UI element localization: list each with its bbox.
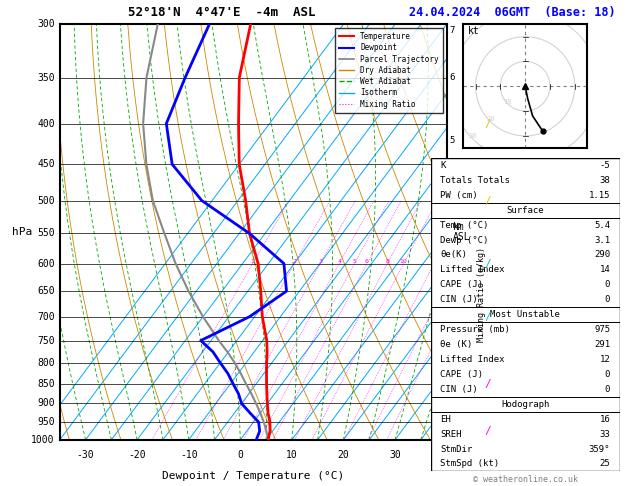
Text: 1: 1 bbox=[450, 367, 455, 376]
Text: θe(K): θe(K) bbox=[440, 250, 467, 260]
Text: 550: 550 bbox=[37, 228, 55, 239]
Text: 25: 25 bbox=[599, 459, 610, 469]
Text: 20: 20 bbox=[338, 450, 349, 460]
Text: 300: 300 bbox=[37, 19, 55, 29]
Text: Totals Totals: Totals Totals bbox=[440, 176, 510, 185]
Text: 0: 0 bbox=[604, 295, 610, 304]
Text: Dewpoint / Temperature (°C): Dewpoint / Temperature (°C) bbox=[162, 471, 344, 482]
Text: SREH: SREH bbox=[440, 430, 462, 438]
Text: K: K bbox=[440, 161, 446, 170]
Text: hPa: hPa bbox=[12, 227, 32, 237]
Text: 750: 750 bbox=[37, 335, 55, 346]
Text: Lifted Index: Lifted Index bbox=[440, 355, 505, 364]
Text: -20: -20 bbox=[128, 450, 146, 460]
Text: -5: -5 bbox=[599, 161, 610, 170]
Text: /: / bbox=[484, 119, 491, 129]
Text: Temp (°C): Temp (°C) bbox=[440, 221, 489, 229]
Text: 52°18'N  4°47'E  -4m  ASL: 52°18'N 4°47'E -4m ASL bbox=[128, 6, 316, 19]
Text: 700: 700 bbox=[37, 312, 55, 322]
Text: -30: -30 bbox=[77, 450, 94, 460]
Text: 500: 500 bbox=[37, 195, 55, 206]
Text: Most Unstable: Most Unstable bbox=[490, 310, 560, 319]
Text: 12: 12 bbox=[599, 355, 610, 364]
Text: 0: 0 bbox=[604, 280, 610, 289]
Text: kt: kt bbox=[468, 26, 480, 36]
Text: 5.4: 5.4 bbox=[594, 221, 610, 229]
Text: 290: 290 bbox=[594, 250, 610, 260]
Text: 38: 38 bbox=[599, 176, 610, 185]
Text: 350: 350 bbox=[37, 72, 55, 83]
Text: 10: 10 bbox=[286, 450, 298, 460]
Text: 0: 0 bbox=[604, 370, 610, 379]
Text: EH: EH bbox=[440, 415, 451, 424]
Text: /: / bbox=[484, 259, 491, 269]
Text: 3.1: 3.1 bbox=[594, 236, 610, 244]
Text: PW (cm): PW (cm) bbox=[440, 191, 478, 200]
Text: Hodograph: Hodograph bbox=[501, 400, 549, 409]
Text: 950: 950 bbox=[37, 417, 55, 427]
Text: 30: 30 bbox=[469, 133, 477, 139]
Text: 800: 800 bbox=[37, 358, 55, 368]
FancyBboxPatch shape bbox=[431, 158, 620, 471]
Text: 33: 33 bbox=[599, 430, 610, 438]
Text: © weatheronline.co.uk: © weatheronline.co.uk bbox=[473, 474, 577, 484]
Text: 16: 16 bbox=[599, 415, 610, 424]
Text: 0: 0 bbox=[604, 385, 610, 394]
Text: /: / bbox=[484, 426, 491, 436]
Text: 359°: 359° bbox=[589, 445, 610, 453]
Text: 291: 291 bbox=[594, 340, 610, 349]
Text: CIN (J): CIN (J) bbox=[440, 295, 478, 304]
Text: CAPE (J): CAPE (J) bbox=[440, 370, 483, 379]
Text: 5: 5 bbox=[352, 259, 357, 263]
Text: Lifted Index: Lifted Index bbox=[440, 265, 505, 275]
Text: 450: 450 bbox=[37, 159, 55, 169]
Text: 3: 3 bbox=[450, 256, 455, 265]
Text: 600: 600 bbox=[37, 259, 55, 269]
Text: 5: 5 bbox=[450, 136, 455, 145]
Text: StmDir: StmDir bbox=[440, 445, 472, 453]
Text: 6: 6 bbox=[365, 259, 369, 263]
Text: 900: 900 bbox=[37, 399, 55, 408]
Text: LCL: LCL bbox=[450, 427, 466, 435]
Text: 650: 650 bbox=[37, 286, 55, 296]
Text: CAPE (J): CAPE (J) bbox=[440, 280, 483, 289]
Text: Dewp (°C): Dewp (°C) bbox=[440, 236, 489, 244]
Text: 14: 14 bbox=[599, 265, 610, 275]
Text: /: / bbox=[484, 195, 491, 206]
Text: 30: 30 bbox=[389, 450, 401, 460]
Text: 10: 10 bbox=[504, 99, 512, 104]
Text: 7: 7 bbox=[450, 25, 455, 35]
Text: 1: 1 bbox=[251, 259, 255, 263]
Text: /: / bbox=[484, 312, 491, 322]
Text: 8: 8 bbox=[386, 259, 389, 263]
Text: Surface: Surface bbox=[506, 206, 544, 215]
Text: 24.04.2024  06GMT  (Base: 18): 24.04.2024 06GMT (Base: 18) bbox=[409, 6, 616, 19]
Text: CIN (J): CIN (J) bbox=[440, 385, 478, 394]
Text: 20: 20 bbox=[486, 116, 495, 122]
Text: 15: 15 bbox=[430, 259, 438, 263]
Text: 4: 4 bbox=[450, 196, 455, 205]
Text: StmSpd (kt): StmSpd (kt) bbox=[440, 459, 499, 469]
Text: 975: 975 bbox=[594, 325, 610, 334]
Text: 400: 400 bbox=[37, 119, 55, 129]
Text: /: / bbox=[484, 379, 491, 389]
Text: 2: 2 bbox=[450, 312, 455, 321]
Legend: Temperature, Dewpoint, Parcel Trajectory, Dry Adiabat, Wet Adiabat, Isotherm, Mi: Temperature, Dewpoint, Parcel Trajectory… bbox=[335, 28, 443, 112]
Text: 40: 40 bbox=[441, 450, 452, 460]
Text: Mixing Ratio (g/kg): Mixing Ratio (g/kg) bbox=[477, 247, 486, 342]
Text: 1000: 1000 bbox=[31, 435, 55, 445]
Text: 1.15: 1.15 bbox=[589, 191, 610, 200]
Text: θe (K): θe (K) bbox=[440, 340, 472, 349]
Text: -10: -10 bbox=[180, 450, 198, 460]
Text: km
ASL: km ASL bbox=[453, 222, 470, 242]
Text: 850: 850 bbox=[37, 379, 55, 389]
Text: 4: 4 bbox=[337, 259, 342, 263]
Text: 10: 10 bbox=[400, 259, 408, 263]
Text: 0: 0 bbox=[237, 450, 243, 460]
Text: 2: 2 bbox=[292, 259, 296, 263]
Text: Pressure (mb): Pressure (mb) bbox=[440, 325, 510, 334]
Text: 3: 3 bbox=[318, 259, 322, 263]
Text: 6: 6 bbox=[450, 73, 455, 82]
